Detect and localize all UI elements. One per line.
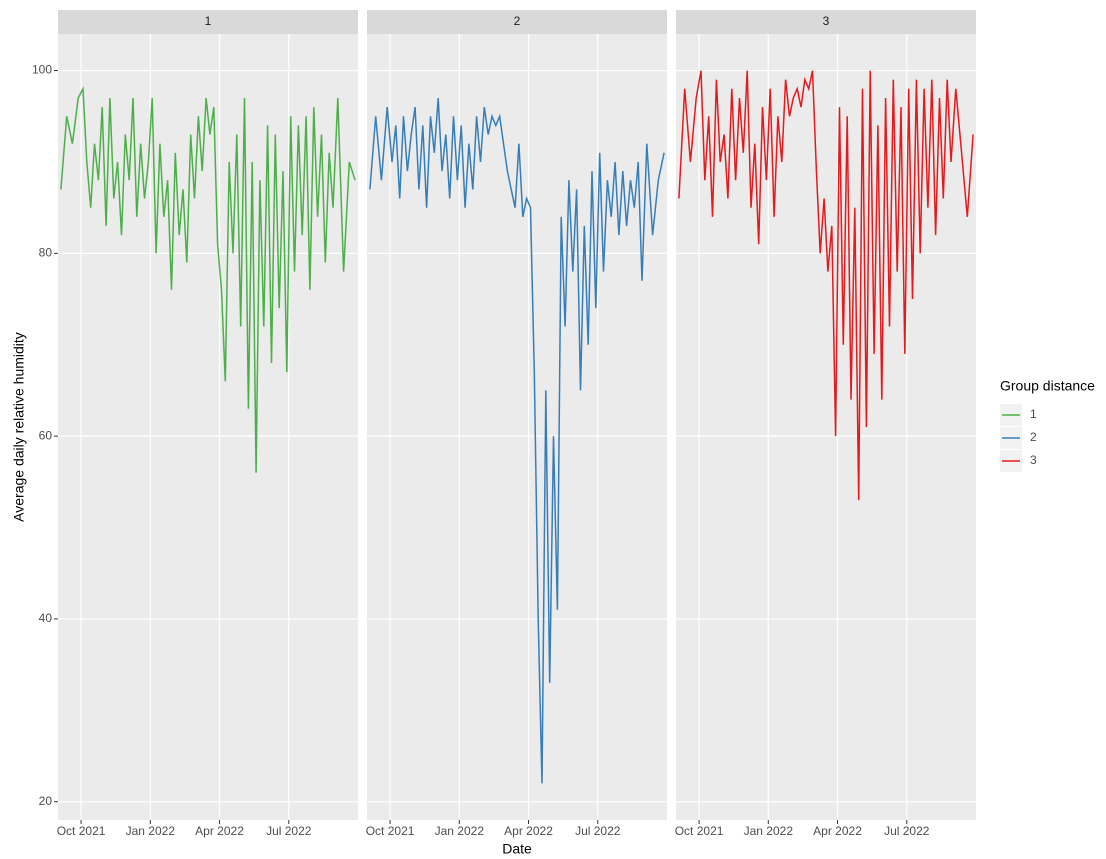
y-axis-label: Average daily relative humidity [11, 332, 27, 522]
y-tick-label: 60 [39, 428, 53, 442]
strip-label: 2 [514, 14, 521, 28]
line [369, 97, 665, 784]
x-tick-label: Apr 2022 [504, 824, 553, 838]
x-tick-label: Apr 2022 [813, 824, 862, 838]
x-tick-label: Jan 2022 [435, 824, 485, 838]
x-tick-label: Jan 2022 [744, 824, 794, 838]
legend-label: 2 [1030, 430, 1037, 444]
legend-label: 1 [1030, 407, 1037, 421]
legend-title: Group distance [1000, 378, 1095, 394]
y-tick-label: 80 [39, 246, 53, 260]
line [60, 86, 356, 473]
y-tick-label: 40 [39, 611, 53, 625]
line [678, 70, 974, 501]
panel [367, 34, 667, 820]
x-tick-label: Jul 2022 [884, 824, 930, 838]
x-tick-label: Jan 2022 [126, 824, 176, 838]
strip-label: 1 [205, 14, 212, 28]
strip [367, 10, 667, 34]
strip [676, 10, 976, 34]
x-tick-label: Apr 2022 [195, 824, 244, 838]
x-tick-label: Oct 2021 [675, 824, 724, 838]
x-tick-label: Jul 2022 [575, 824, 621, 838]
y-tick-label: 20 [39, 794, 53, 808]
x-tick-label: Jul 2022 [266, 824, 312, 838]
strip [58, 10, 358, 34]
y-tick-label: 100 [32, 63, 52, 77]
legend-label: 3 [1030, 453, 1037, 467]
x-tick-label: Oct 2021 [57, 824, 106, 838]
x-tick-label: Oct 2021 [366, 824, 415, 838]
x-axis-label: Date [502, 841, 532, 857]
strip-label: 3 [823, 14, 830, 28]
